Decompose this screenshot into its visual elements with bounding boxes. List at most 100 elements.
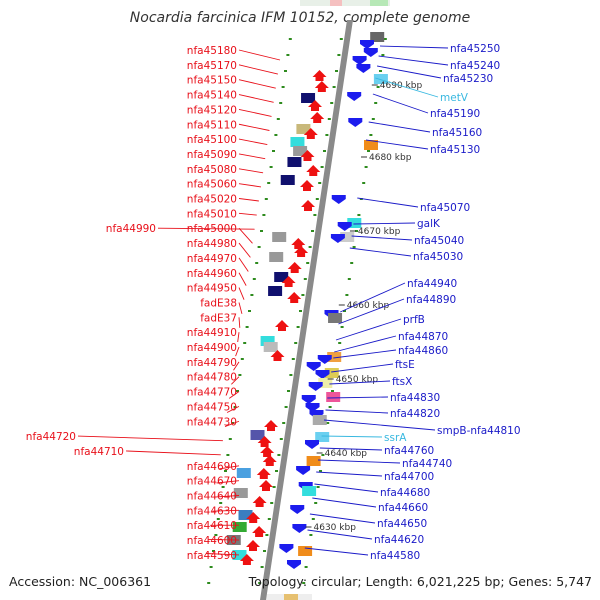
left-label-text: nfa44990 <box>106 223 156 235</box>
reverse-gene-block <box>340 232 355 242</box>
left-label-text: nfa44710 <box>74 446 124 458</box>
left-label-text: nfa45020 <box>187 194 237 206</box>
right-leader-line <box>317 459 401 464</box>
left-leader-line <box>125 450 221 456</box>
track-guide-left <box>274 134 278 136</box>
right-leader-line <box>321 435 383 438</box>
track-guide-left <box>255 262 259 264</box>
track-guide-right <box>328 406 332 408</box>
right-leader-line <box>357 197 419 208</box>
track-guide-left <box>269 166 273 168</box>
genome-summary: Topology: circular; Length: 6,021,225 bp… <box>248 574 592 589</box>
track-guide-right <box>343 310 346 312</box>
right-feature-label: metV <box>375 77 469 104</box>
forward-gene-block <box>301 93 316 103</box>
left-label-text: nfa44690 <box>187 461 237 473</box>
forward-gene-arrow <box>308 100 322 111</box>
left-label-text: nfa44790 <box>187 357 237 369</box>
track-guide-right <box>376 86 380 88</box>
track-guide-inner <box>299 310 302 312</box>
left-leader-line <box>238 272 247 286</box>
reverse-gene-block <box>347 218 362 228</box>
track-guide-left <box>233 406 237 408</box>
right-feature-label: nfa44830 <box>327 392 440 404</box>
forward-gene-arrow <box>260 446 275 457</box>
left-feature-label: nfa44910 <box>187 327 240 343</box>
forward-gene-block <box>280 175 295 185</box>
left-leader-line <box>238 123 270 131</box>
forward-gene-arrow <box>259 480 273 491</box>
track-guide-inner <box>291 358 295 360</box>
left-feature-label: nfa44780 <box>187 372 240 385</box>
left-leader-line <box>238 64 278 75</box>
track-guide-inner <box>265 534 269 536</box>
left-label-text: nfa44910 <box>187 327 237 339</box>
right-leader-line <box>375 77 439 98</box>
reverse-gene-block <box>327 352 342 362</box>
track-guide-right <box>302 582 306 584</box>
left-leader-line <box>238 212 257 216</box>
right-feature-label: nfa45250 <box>380 43 500 55</box>
right-label-text: galK <box>417 218 441 230</box>
reverse-gene-block <box>315 432 330 442</box>
forward-gene-arrow <box>239 554 254 565</box>
reverse-gene-arrow <box>279 544 294 553</box>
left-leader-line <box>238 183 262 188</box>
track-guide-inner <box>313 214 317 216</box>
right-feature-label: nfa44820 <box>325 408 440 420</box>
track-guide-inner <box>335 70 338 72</box>
right-leader-line <box>372 93 429 114</box>
forward-gene-arrow <box>246 540 260 551</box>
track-guide-right <box>381 54 385 56</box>
right-leader-line <box>335 318 402 341</box>
left-leader-line <box>237 332 240 343</box>
right-leader-line <box>377 65 442 79</box>
left-feature-label: nfa44970 <box>187 253 249 272</box>
left-leader-line <box>238 153 266 160</box>
left-label-text: nfa45010 <box>187 208 237 220</box>
track-guide-inner <box>263 550 266 552</box>
left-leader-line <box>238 79 276 89</box>
right-label-text: nfa44650 <box>377 518 427 530</box>
left-label-text: nfa44730 <box>187 416 237 428</box>
left-label-text: nfa44750 <box>187 401 237 413</box>
reverse-gene-arrow <box>337 222 352 231</box>
scale-label: 4680 kbp <box>369 153 412 163</box>
left-leader-line <box>205 553 240 556</box>
right-label-text: smpB-nfa44810 <box>437 425 521 437</box>
forward-gene-arrow <box>303 128 318 139</box>
right-leader-line <box>327 396 389 399</box>
right-label-text: ssrA <box>384 432 407 444</box>
left-label-text: nfa44950 <box>187 283 237 295</box>
track-guide-left <box>209 566 213 568</box>
left-label-text: nfa44630 <box>187 505 237 517</box>
left-label-text: nfa45180 <box>187 45 237 57</box>
track-guide-inner <box>303 278 307 280</box>
right-label-text: nfa45160 <box>432 127 482 139</box>
track-guide-right <box>367 150 370 152</box>
track-guide-inner <box>260 566 264 568</box>
track-guide-inner <box>327 118 331 120</box>
reverse-gene-arrow <box>290 505 305 514</box>
left-label-text: nfa45170 <box>187 60 237 72</box>
left-feature-label: fadE38 <box>200 297 243 314</box>
right-feature-label: nfa45230 <box>377 65 493 85</box>
track-guide-inner <box>323 150 326 152</box>
right-feature-label: nfa44580 <box>304 547 420 562</box>
track-guide-inner <box>282 422 286 424</box>
right-feature-label: nfa44760 <box>319 445 434 457</box>
left-leader-line <box>238 242 251 258</box>
forward-gene-arrow <box>314 81 329 92</box>
right-label-text: nfa45250 <box>450 43 500 55</box>
left-feature-label: nfa44710 <box>74 446 221 458</box>
forward-gene-arrow <box>300 150 315 161</box>
scale-label: 4670 kbp <box>358 227 401 237</box>
reverse-gene-arrow <box>330 234 345 243</box>
forward-gene-block <box>236 468 251 478</box>
left-feature-label: nfa44980 <box>187 238 251 258</box>
right-feature-label: galK <box>353 218 441 230</box>
reverse-gene-block <box>373 74 388 84</box>
track-guide-left <box>267 182 271 184</box>
track-guide-right <box>345 294 349 296</box>
